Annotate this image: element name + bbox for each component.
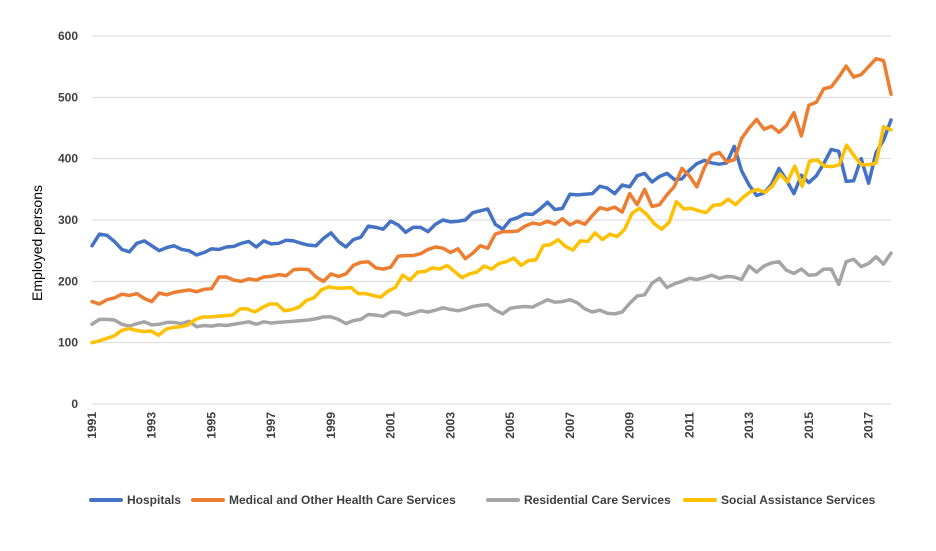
legend-label-hospitals: Hospitals <box>127 493 181 507</box>
legend-label-residential: Residential Care Services <box>524 493 671 507</box>
y-tick-label: 100 <box>58 336 78 350</box>
legend-label-medical: Medical and Other Health Care Services <box>229 493 456 507</box>
x-tick-label: 1997 <box>264 412 278 439</box>
x-tick-label: 1991 <box>85 412 99 439</box>
x-tick-label: 2011 <box>682 412 696 438</box>
y-tick-label: 300 <box>58 213 78 227</box>
series-line-social <box>90 125 893 345</box>
series-line-hospitals <box>90 118 893 257</box>
series-line-medical <box>90 56 893 306</box>
x-tick-label: 1993 <box>145 412 159 439</box>
y-tick-label: 600 <box>58 29 78 43</box>
y-axis-title: Employed persons <box>29 185 45 301</box>
y-tick-label: 200 <box>58 274 78 288</box>
x-tick-label: 2015 <box>802 412 816 439</box>
series-lines <box>90 56 893 345</box>
y-tick-label: 500 <box>58 90 78 104</box>
y-axis-ticks: 0 100 200 300 400 500 600 <box>58 29 78 411</box>
gridlines <box>92 35 891 405</box>
x-tick-label: 2007 <box>563 412 577 439</box>
x-tick-label: 2009 <box>623 412 637 439</box>
legend-label-social: Social Assistance Services <box>721 493 876 507</box>
x-tick-label: 2017 <box>862 412 876 439</box>
x-tick-label: 2001 <box>384 412 398 439</box>
x-axis-ticks: 1991 1993 1995 1997 1999 2001 2003 2005 2007 2009… <box>85 412 876 439</box>
series-line-residential <box>90 251 893 329</box>
legend: Hospitals Medical and Other Health Care S… <box>89 493 876 507</box>
x-tick-label: 2005 <box>503 412 517 439</box>
x-tick-label: 1995 <box>204 412 218 439</box>
x-tick-label: 1999 <box>324 412 338 439</box>
y-tick-label: 0 <box>71 397 78 411</box>
x-tick-label: 2013 <box>742 412 756 439</box>
x-tick-label: 2003 <box>443 412 457 439</box>
y-tick-label: 400 <box>58 152 78 166</box>
